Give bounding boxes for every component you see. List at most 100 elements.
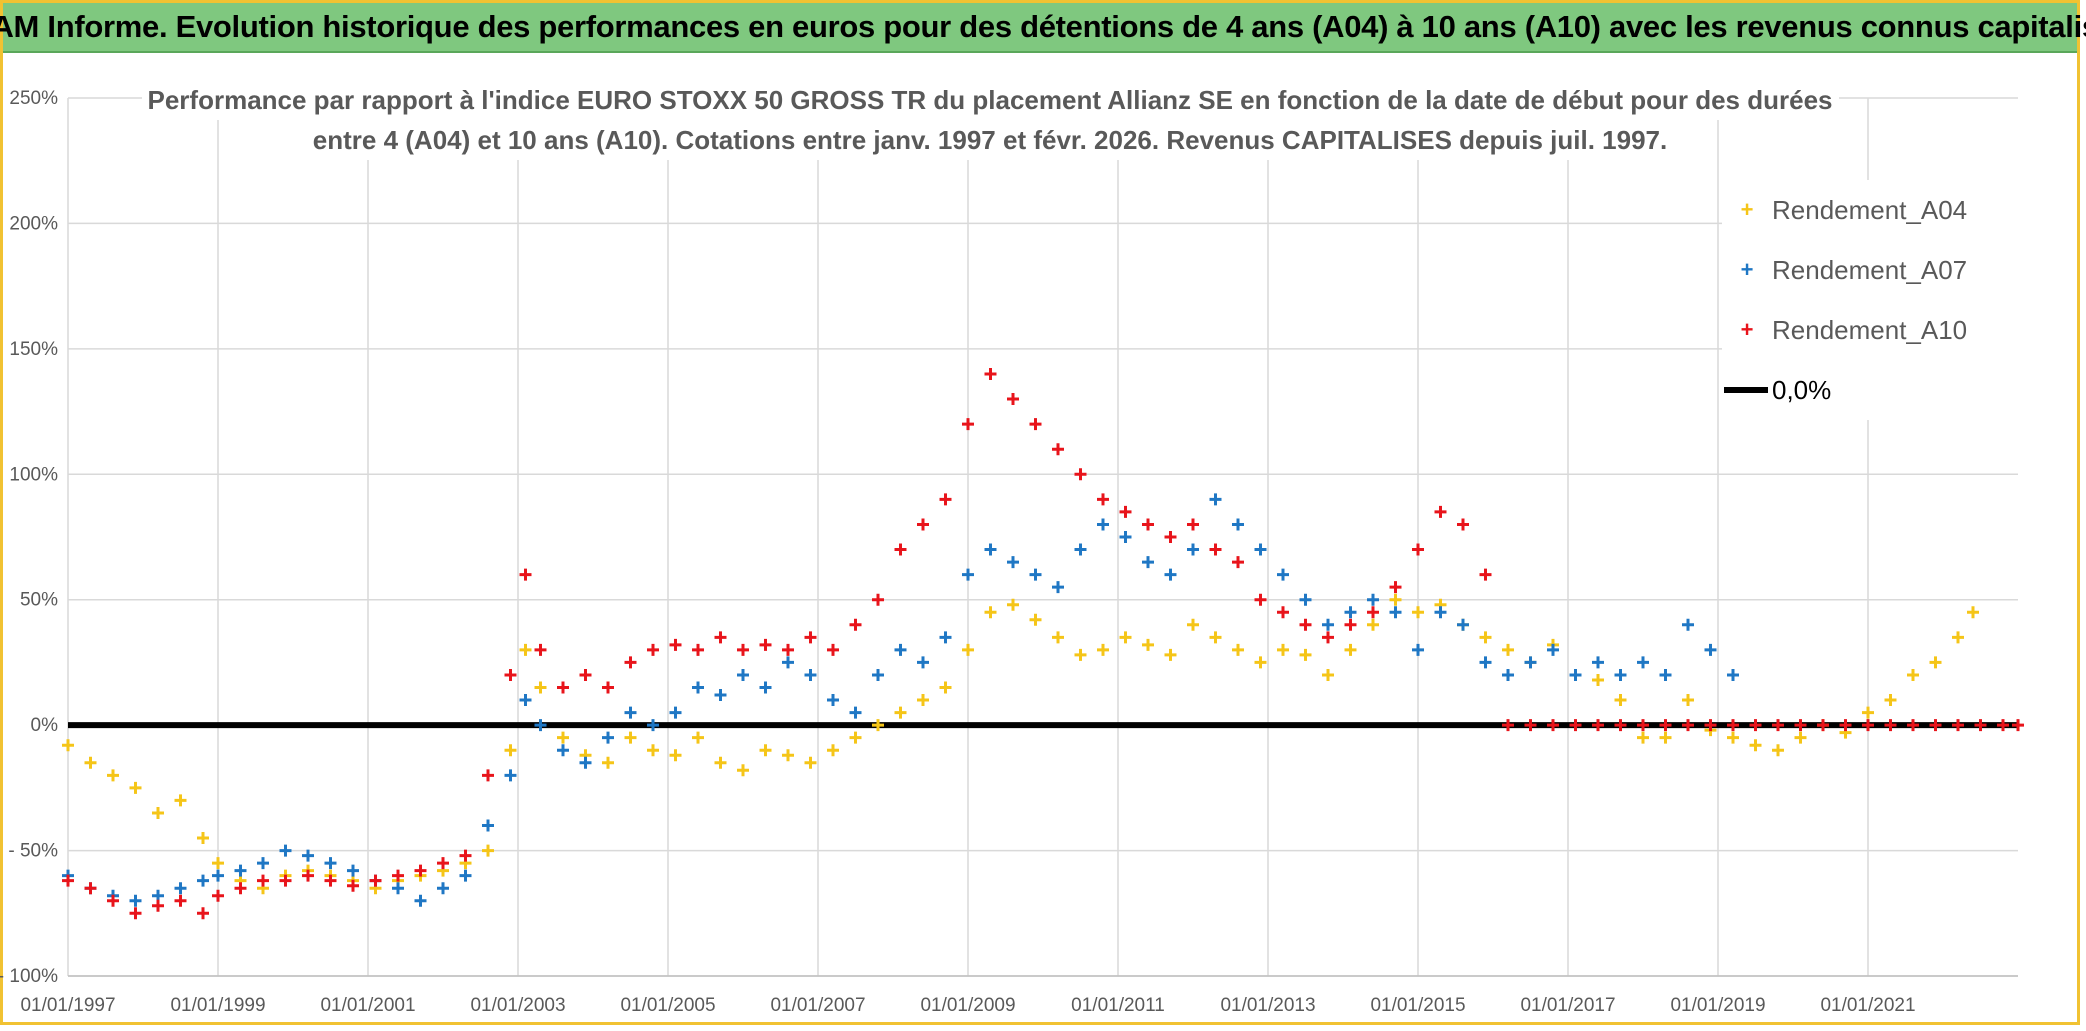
data-point-rendement_a04 [1277, 643, 1289, 656]
data-point-rendement_a10 [234, 882, 247, 895]
data-point-rendement_a04 [939, 681, 952, 694]
data-point-rendement_a04 [1254, 656, 1267, 669]
data-point-rendement_a04 [1209, 631, 1222, 644]
x-tick-label: 01/01/2009 [920, 995, 1015, 1016]
data-point-rendement_a07 [197, 874, 209, 887]
x-tick-label: 01/01/2011 [1071, 995, 1165, 1016]
data-point-rendement_a07 [1614, 668, 1627, 681]
x-tick-label: 01/01/1997 [20, 995, 115, 1016]
data-point-rendement_a10 [1412, 543, 1424, 556]
data-point-rendement_a04 [737, 764, 749, 777]
x-tick-label: 01/01/2017 [1520, 995, 1615, 1016]
data-point-rendement_a04 [129, 781, 142, 794]
data-point-rendement_a07 [1344, 606, 1357, 619]
data-point-rendement_a10 [1119, 505, 1132, 518]
data-point-rendement_a10 [212, 889, 224, 902]
data-point-rendement_a10 [1682, 719, 1694, 732]
data-point-rendement_a04 [1592, 673, 1604, 686]
data-point-rendement_a10 [392, 869, 404, 882]
banner-title: ADAM Informe. Evolution historique des p… [0, 3, 2086, 53]
data-point-rendement_a07 [917, 656, 929, 669]
x-tick-label: 01/01/2019 [1670, 995, 1765, 1016]
data-point-rendement_a07 [1007, 556, 1019, 569]
data-point-rendement_a07 [437, 882, 449, 895]
data-point-rendement_a10 [1772, 719, 1784, 732]
data-point-rendement_a07 [392, 882, 404, 895]
data-point-rendement_a07 [302, 849, 314, 862]
plus-marker-icon: + [1740, 257, 1754, 282]
data-point-rendement_a10 [1007, 393, 1019, 406]
data-point-rendement_a10 [302, 869, 314, 882]
data-point-rendement_a07 [1074, 543, 1087, 556]
data-point-rendement_a04 [1749, 739, 1762, 752]
x-tick-label: 01/01/2013 [1220, 995, 1315, 1016]
data-point-rendement_a07 [504, 769, 517, 782]
data-point-rendement_a07 [602, 731, 614, 744]
x-tick-label: 01/01/2005 [620, 995, 715, 1016]
data-point-rendement_a10 [1502, 719, 1514, 732]
data-point-rendement_a10 [534, 643, 547, 656]
data-point-rendement_a10 [2012, 719, 2024, 732]
data-point-rendement_a07 [459, 869, 472, 882]
data-point-rendement_a04 [624, 731, 637, 744]
data-point-rendement_a10 [1524, 719, 1537, 732]
data-point-rendement_a10 [1232, 556, 1244, 569]
data-point-rendement_a07 [482, 819, 494, 832]
data-point-rendement_a10 [1659, 719, 1672, 732]
data-point-rendement_a07 [1682, 618, 1694, 631]
data-point-rendement_a04 [62, 739, 74, 752]
data-point-rendement_a10 [759, 638, 772, 651]
data-point-rendement_a04 [759, 744, 772, 757]
data-point-rendement_a07 [1209, 493, 1222, 506]
data-point-rendement_a07 [804, 668, 817, 681]
data-point-rendement_a04 [1907, 668, 1919, 681]
data-point-rendement_a04 [1772, 744, 1784, 757]
data-point-rendement_a10 [962, 418, 974, 431]
data-point-rendement_a04 [1097, 643, 1109, 656]
legend-item-a07: + Rendement_A07 [1722, 240, 2022, 300]
data-point-rendement_a10 [782, 643, 794, 656]
y-tick-label: 0% [31, 715, 59, 736]
data-point-rendement_a04 [1929, 656, 1942, 669]
data-point-rendement_a10 [1637, 719, 1649, 732]
data-point-rendement_a10 [84, 882, 97, 895]
data-point-rendement_a10 [1749, 719, 1762, 732]
data-point-rendement_a04 [174, 794, 187, 807]
data-point-rendement_a07 [1142, 556, 1154, 569]
data-point-rendement_a07 [279, 844, 292, 857]
data-point-rendement_a10 [1097, 493, 1109, 506]
data-point-rendement_a07 [234, 864, 247, 877]
data-point-rendement_a10 [414, 864, 427, 877]
legend-item-zero: 0,0% [1722, 360, 2022, 420]
legend: + Rendement_A04 + Rendement_A07 + Rendem… [1722, 180, 2022, 420]
data-point-rendement_a04 [669, 749, 682, 762]
data-point-rendement_a07 [579, 756, 592, 769]
data-point-rendement_a04 [1502, 643, 1514, 656]
data-point-rendement_a07 [1389, 606, 1402, 619]
legend-item-a10: + Rendement_A10 [1722, 300, 2022, 360]
data-point-rendement_a10 [1457, 518, 1469, 531]
data-point-rendement_a04 [782, 749, 794, 762]
chart-title-line1: Performance par rapport à l'indice EURO … [141, 80, 1839, 120]
data-point-rendement_a04 [1052, 631, 1064, 644]
plus-marker-icon: + [1740, 317, 1754, 342]
data-point-rendement_a07 [1727, 668, 1739, 681]
data-point-rendement_a10 [557, 681, 569, 694]
data-point-rendement_a07 [669, 706, 682, 719]
data-point-rendement_a10 [804, 631, 817, 644]
data-point-rendement_a04 [482, 844, 494, 857]
data-point-rendement_a10 [1434, 505, 1447, 518]
data-point-rendement_a04 [827, 744, 839, 757]
data-point-rendement_a10 [1389, 581, 1402, 594]
data-point-rendement_a04 [519, 643, 532, 656]
data-point-rendement_a04 [1187, 618, 1199, 631]
data-point-rendement_a07 [962, 568, 974, 581]
data-point-rendement_a10 [129, 907, 142, 920]
data-point-rendement_a10 [1704, 719, 1717, 732]
data-point-rendement_a04 [504, 744, 517, 757]
y-tick-label: 250% [9, 88, 58, 109]
y-tick-label: 200% [9, 213, 58, 234]
data-point-rendement_a07 [1412, 643, 1424, 656]
data-point-rendement_a04 [1794, 731, 1807, 744]
